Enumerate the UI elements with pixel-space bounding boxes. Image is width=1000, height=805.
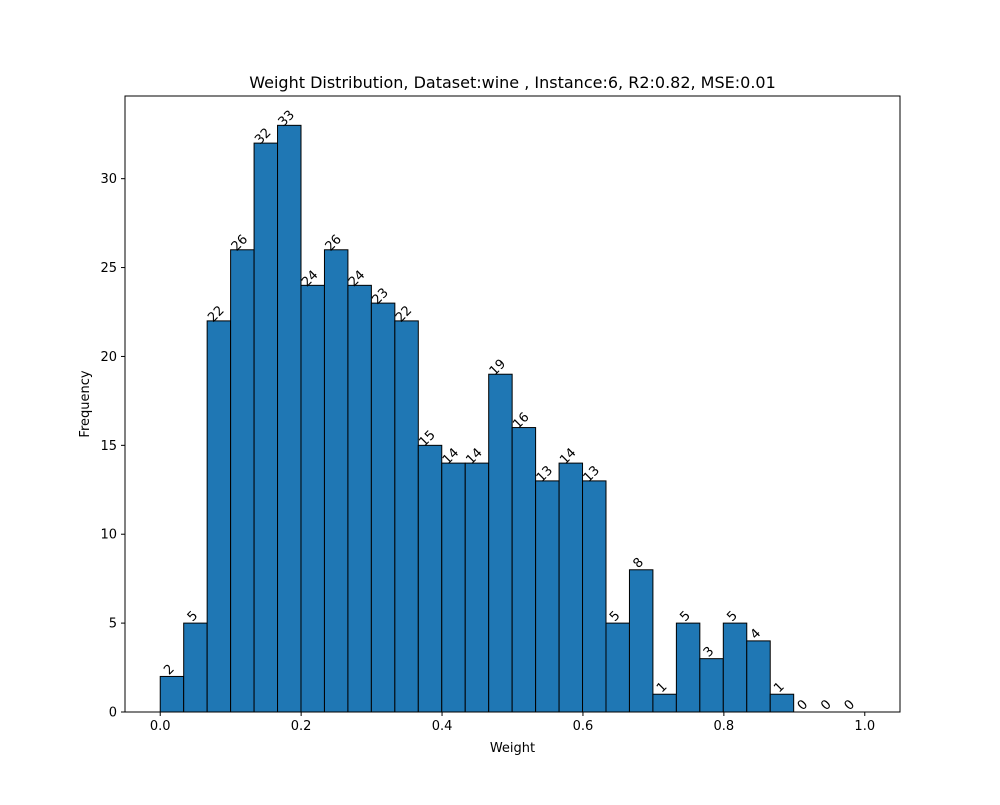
x-tick-label: 0.2 bbox=[291, 719, 312, 734]
histogram-bar bbox=[417, 444, 443, 713]
histogram-bar bbox=[652, 693, 677, 713]
y-tick-label: 20 bbox=[100, 350, 117, 365]
y-axis-label: Frequency bbox=[78, 370, 93, 437]
y-tick-label: 10 bbox=[100, 528, 117, 543]
histogram-bar bbox=[347, 284, 372, 713]
y-tick-label: 15 bbox=[100, 439, 117, 454]
histogram-bar bbox=[441, 462, 466, 713]
histogram-bar bbox=[558, 462, 584, 713]
y-tick-label: 25 bbox=[100, 261, 117, 276]
x-tick-label: 1.0 bbox=[854, 719, 875, 734]
histogram-bar bbox=[746, 640, 771, 713]
histogram-bar bbox=[488, 373, 513, 713]
x-tick-label: 0.8 bbox=[714, 719, 735, 734]
chart-title: Weight Distribution, Dataset:wine , Inst… bbox=[249, 73, 776, 92]
x-tick-label: 0.4 bbox=[432, 719, 453, 734]
histogram-bar bbox=[206, 320, 232, 713]
histogram-bar bbox=[769, 693, 795, 713]
x-axis-ticks: 0.0 0.2 0.4 0.6 0.8 1.0 bbox=[150, 712, 875, 734]
y-tick-label: 0 bbox=[109, 706, 117, 721]
y-tick-label: 30 bbox=[100, 172, 117, 187]
histogram-bar bbox=[253, 142, 279, 713]
x-axis-label: Weight bbox=[490, 741, 535, 756]
histogram-bar bbox=[277, 124, 302, 713]
histogram-bar bbox=[699, 658, 724, 713]
histogram-bar bbox=[464, 462, 490, 713]
histogram-bar bbox=[582, 480, 607, 713]
plot-frame bbox=[124, 95, 901, 713]
histogram-bar bbox=[628, 569, 654, 713]
histogram-bar bbox=[230, 249, 255, 713]
histogram-bar bbox=[183, 622, 208, 713]
histogram-bar bbox=[323, 249, 349, 713]
histogram-bar bbox=[511, 427, 537, 713]
y-axis-ticks: 0 5 10 15 20 25 30 bbox=[100, 172, 125, 721]
x-tick-label: 0.0 bbox=[150, 719, 171, 734]
x-tick-label: 0.6 bbox=[573, 719, 594, 734]
bars-layer bbox=[159, 124, 795, 713]
histogram-bar bbox=[722, 622, 748, 713]
histogram-bar bbox=[394, 320, 419, 713]
histogram-bar bbox=[605, 622, 630, 713]
histogram-bar bbox=[159, 675, 185, 713]
y-tick-label: 5 bbox=[109, 617, 117, 632]
histogram-bar bbox=[535, 480, 560, 713]
histogram-bar bbox=[300, 284, 325, 713]
histogram-bar bbox=[675, 622, 701, 713]
histogram-bar bbox=[370, 302, 396, 713]
